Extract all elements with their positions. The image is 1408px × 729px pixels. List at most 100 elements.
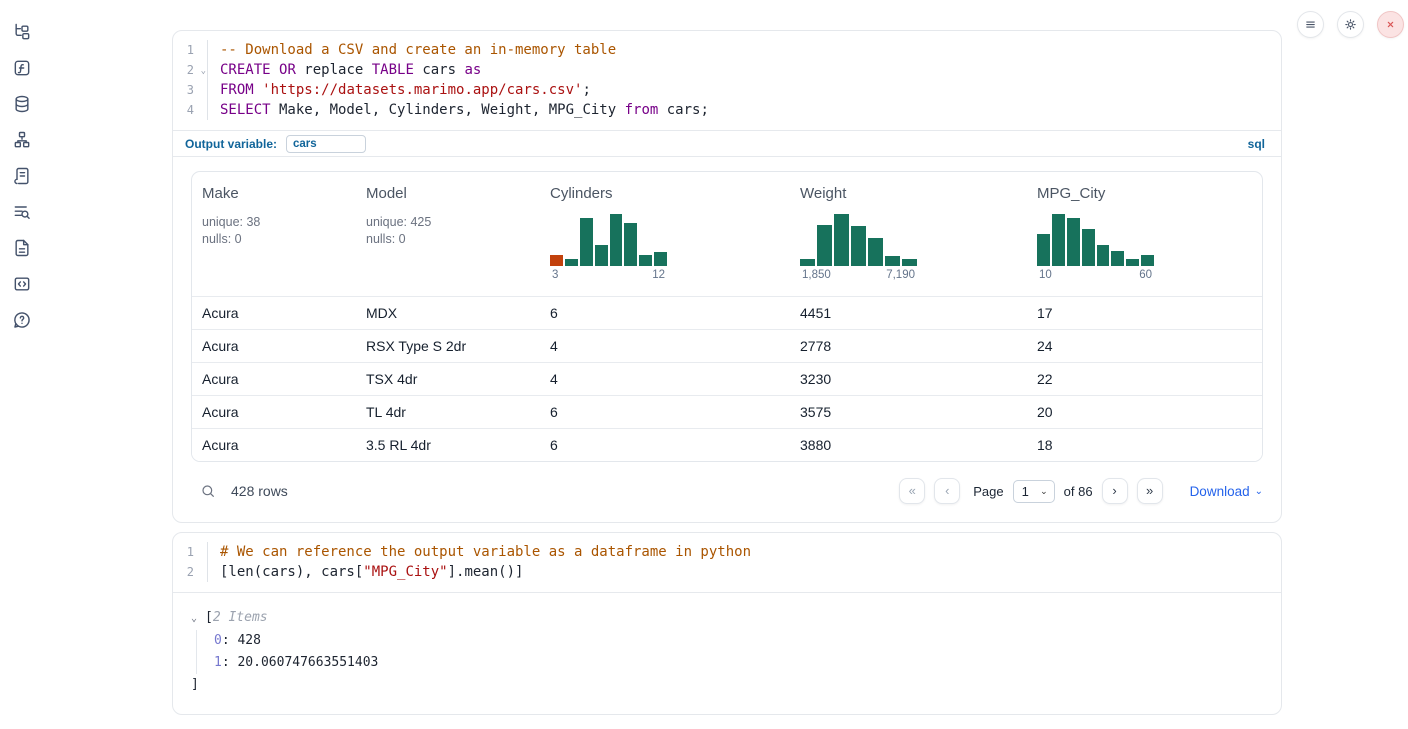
- settings-gear-icon[interactable]: [1337, 11, 1364, 38]
- histogram-bar: [610, 214, 623, 266]
- fold-chevron-icon[interactable]: ⌄: [201, 61, 206, 81]
- page-select[interactable]: 1 ⌄: [1013, 480, 1055, 503]
- python-cell: 12 # We can reference the output variabl…: [172, 532, 1282, 715]
- table-row: AcuraMDX6445117: [192, 296, 1262, 329]
- table-cell: 20: [1027, 395, 1262, 428]
- output-list-header: ⌄ [ 2 Items: [191, 607, 1263, 630]
- scratchpad-icon[interactable]: [12, 166, 32, 186]
- column-header-mpg_city[interactable]: MPG_City1060: [1027, 172, 1262, 296]
- column-stat: nulls: 0: [366, 231, 530, 248]
- database-icon[interactable]: [12, 94, 32, 114]
- download-label: Download: [1190, 484, 1250, 499]
- code-line: CREATE OR replace TABLE cars as: [220, 60, 709, 80]
- histogram-bar: [1141, 255, 1154, 266]
- histogram-bar: [565, 259, 578, 266]
- table-row: AcuraRSX Type S 2dr4277824: [192, 329, 1262, 362]
- page-total-label: of 86: [1064, 484, 1093, 499]
- line-number: 1: [173, 40, 207, 60]
- table-footer: 428 rows « ‹ Page 1 ⌄ of 86 › » Download…: [173, 462, 1281, 522]
- table-row: AcuraTSX 4dr4323022: [192, 362, 1262, 395]
- histogram-bar: [851, 226, 866, 266]
- column-name: Make: [202, 185, 346, 202]
- menu-icon[interactable]: [1297, 11, 1324, 38]
- collapse-chevron-icon[interactable]: ⌄: [191, 608, 205, 630]
- column-header-make[interactable]: Makeunique: 38nulls: 0: [192, 172, 356, 296]
- histogram-bar: [595, 245, 608, 266]
- table-cell: 4451: [790, 296, 1027, 329]
- table-cell: TSX 4dr: [356, 362, 540, 395]
- items-count-label: 2 Items: [213, 607, 268, 629]
- table-cell: 4: [540, 329, 790, 362]
- column-stat: nulls: 0: [202, 231, 346, 248]
- line-number: 2: [173, 562, 207, 582]
- histogram-mpg_city: [1037, 211, 1154, 266]
- chevron-right-icon: ›: [1112, 484, 1116, 497]
- search-icon[interactable]: [200, 483, 216, 499]
- code-lines: # We can reference the output variable a…: [208, 542, 751, 582]
- download-button[interactable]: Download ⌄: [1190, 484, 1263, 499]
- close-icon[interactable]: [1377, 11, 1404, 38]
- dependency-graph-icon[interactable]: [12, 130, 32, 150]
- histogram-bar: [834, 214, 849, 266]
- table-cell: MDX: [356, 296, 540, 329]
- help-icon[interactable]: [12, 310, 32, 330]
- item-index: 1: [214, 655, 222, 670]
- code-line: # We can reference the output variable a…: [220, 542, 751, 562]
- table-cell: 4: [540, 362, 790, 395]
- code-line: SELECT Make, Model, Cylinders, Weight, M…: [220, 100, 709, 120]
- histogram-bar: [885, 256, 900, 266]
- documentation-icon[interactable]: [12, 238, 32, 258]
- output-variable-input[interactable]: [286, 135, 366, 153]
- code-line: [len(cars), cars["MPG_City"].mean()]: [220, 562, 751, 582]
- histogram-bar: [639, 255, 652, 266]
- chevron-left-icon: ‹: [945, 484, 949, 497]
- table-cell: 22: [1027, 362, 1262, 395]
- table-cell: Acura: [192, 362, 356, 395]
- snippets-icon[interactable]: [12, 274, 32, 294]
- line-number: 3: [173, 80, 207, 100]
- rows-count: 428 rows: [231, 483, 288, 499]
- table-cell: 18: [1027, 428, 1262, 461]
- table-cell: 6: [540, 296, 790, 329]
- next-page-button[interactable]: ›: [1102, 478, 1128, 504]
- sql-cell: 12⌄34 -- Download a CSV and create an in…: [172, 30, 1282, 523]
- output-list-item: 0: 428: [214, 630, 1263, 652]
- column-header-weight[interactable]: Weight1,8507,190: [790, 172, 1027, 296]
- chevron-down-icon: ⌄: [1255, 486, 1263, 497]
- histogram-bar: [1126, 259, 1139, 266]
- histogram-bar: [902, 259, 917, 266]
- sql-code-editor[interactable]: 12⌄34 -- Download a CSV and create an in…: [173, 31, 1281, 130]
- code-line: -- Download a CSV and create an in-memor…: [220, 40, 709, 60]
- column-name: Weight: [800, 185, 1017, 202]
- histogram-bar: [550, 255, 563, 266]
- chevron-down-icon: ⌄: [1040, 486, 1048, 497]
- histogram-bar: [654, 252, 667, 266]
- code-lines: -- Download a CSV and create an in-memor…: [208, 40, 709, 120]
- left-sidebar: [0, 0, 44, 729]
- table-cell: 24: [1027, 329, 1262, 362]
- table-cell: 3575: [790, 395, 1027, 428]
- line-number: 1: [173, 542, 207, 562]
- last-page-button[interactable]: »: [1137, 478, 1163, 504]
- table-cell: 17: [1027, 296, 1262, 329]
- prev-page-button[interactable]: ‹: [934, 478, 960, 504]
- histogram-bar: [1067, 218, 1080, 266]
- item-separator: :: [222, 655, 238, 670]
- file-tree-icon[interactable]: [12, 22, 32, 42]
- line-number: 4: [173, 100, 207, 120]
- histogram-cylinders: [550, 211, 667, 266]
- histogram-bar: [624, 223, 637, 266]
- close-bracket: ]: [191, 674, 1263, 696]
- column-header-model[interactable]: Modelunique: 425nulls: 0: [356, 172, 540, 296]
- logs-icon[interactable]: [12, 202, 32, 222]
- table-cell: 3230: [790, 362, 1027, 395]
- function-icon[interactable]: [12, 58, 32, 78]
- histogram-weight: [800, 211, 917, 266]
- python-code-editor[interactable]: 12 # We can reference the output variabl…: [173, 533, 1281, 592]
- table-cell: Acura: [192, 296, 356, 329]
- column-header-cylinders[interactable]: Cylinders312: [540, 172, 790, 296]
- table-cell: 6: [540, 395, 790, 428]
- table-row: AcuraTL 4dr6357520: [192, 395, 1262, 428]
- first-page-button[interactable]: «: [899, 478, 925, 504]
- histogram-bar: [1037, 234, 1050, 266]
